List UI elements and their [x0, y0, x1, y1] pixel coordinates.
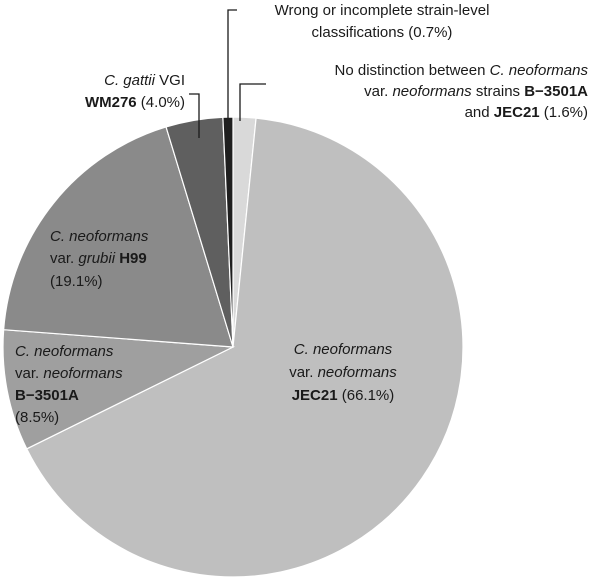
svg-text:(19.1%): (19.1%) — [50, 273, 103, 290]
pie-slices — [2, 116, 464, 578]
slice-h99 — [3, 126, 234, 348]
svg-text:C. gattii VGI: C. gattii VGI — [104, 72, 185, 89]
slice-jec21 — [25, 117, 464, 578]
slice-label-wrong: Wrong or incomplete strain-level classif… — [275, 2, 490, 41]
svg-text:Wrong or incomplete strain-lev: Wrong or incomplete strain-level — [275, 2, 490, 19]
svg-text:and JEC21 (1.6%): and JEC21 (1.6%) — [465, 104, 588, 121]
slice-b3501a — [2, 329, 236, 450]
svg-text:var. neoformans: var. neoformans — [289, 364, 397, 381]
svg-text:WM276 (4.0%): WM276 (4.0%) — [85, 94, 185, 111]
leader-lines — [189, 9, 266, 138]
slice-label-gattii: C. gattii VGI WM276 (4.0%) — [85, 72, 185, 111]
slice-label-jec21: C. neoformans var. neoformans JEC21 (66.… — [289, 341, 397, 404]
leader-line-gattii — [189, 93, 200, 138]
slice-label-b3501a: C. neoformans var. neoformans B−3501A (8… — [15, 343, 123, 426]
leader-line-no-distinction — [239, 83, 266, 121]
svg-text:B−3501A: B−3501A — [15, 387, 79, 404]
svg-text:var. grubii H99: var. grubii H99 — [50, 250, 147, 267]
slice-label-no-distinction: No distinction between C. neoformans var… — [335, 62, 589, 121]
svg-text:C. neoformans: C. neoformans — [50, 228, 149, 245]
leader-line-wrong — [227, 9, 237, 118]
svg-text:JEC21 (66.1%): JEC21 (66.1%) — [292, 387, 395, 404]
svg-text:classifications (0.7%): classifications (0.7%) — [312, 24, 453, 41]
svg-text:C. neoformans: C. neoformans — [15, 343, 114, 360]
slice-label-h99: C. neoformans var. grubii H99 (19.1%) — [50, 228, 149, 290]
svg-text:var. neoformans strains B−3501: var. neoformans strains B−3501A — [364, 83, 588, 100]
svg-text:var. neoformans: var. neoformans — [15, 365, 123, 382]
svg-text:(8.5%): (8.5%) — [15, 409, 59, 426]
svg-text:C. neoformans: C. neoformans — [294, 341, 393, 358]
svg-text:No distinction between C. neof: No distinction between C. neoformans — [335, 62, 589, 79]
